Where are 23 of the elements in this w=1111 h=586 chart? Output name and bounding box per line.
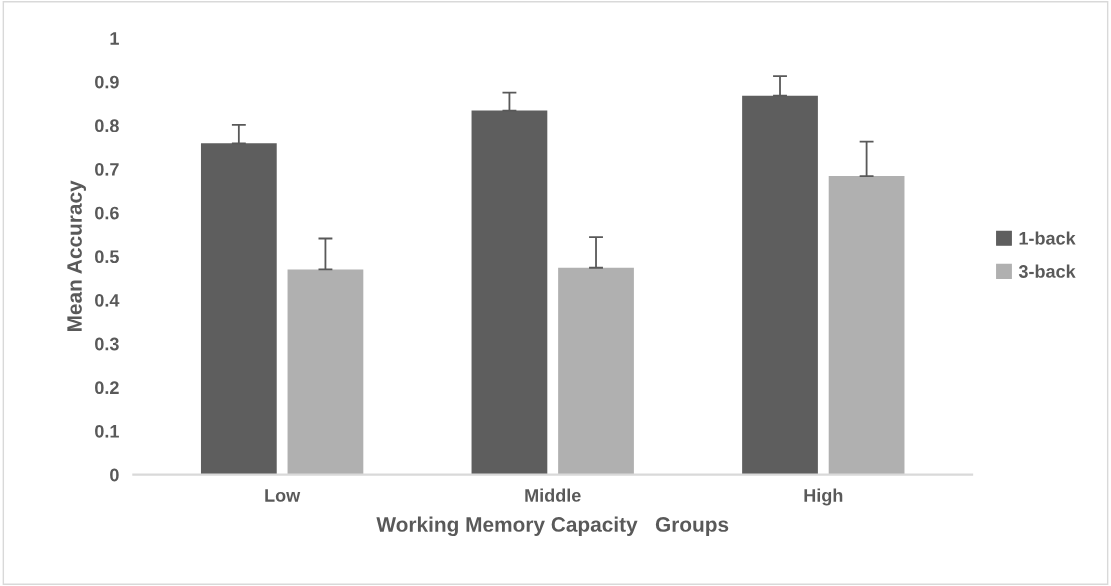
y-tick-label: 0.9	[95, 75, 119, 89]
y-tick-label: 0	[110, 468, 119, 482]
y-tick-label: 1	[110, 32, 119, 45]
y-tick-label: 0.5	[95, 250, 119, 264]
bar	[742, 95, 818, 475]
y-tick-label: 0.1	[95, 424, 119, 438]
y-tick-label: 0.8	[95, 119, 119, 133]
y-tick-label: 0.4	[95, 293, 120, 307]
legend-label: 1-back	[1019, 231, 1076, 245]
y-axis-title: Mean Accuracy	[67, 180, 86, 332]
x-tick-label: High	[804, 488, 843, 506]
x-axis-title: Working Memory Capacity Groups	[376, 516, 729, 537]
bar	[558, 267, 634, 475]
y-tick-label: 0.3	[95, 337, 119, 351]
y-tick-label: 0.2	[95, 381, 119, 395]
x-tick-label: Middle	[525, 488, 581, 502]
x-tick-label: Low	[265, 489, 301, 502]
y-tick-label: 0.6	[95, 206, 119, 220]
bar	[200, 143, 277, 475]
bar	[287, 269, 364, 475]
bar	[828, 176, 905, 475]
legend-label: 3-back	[1018, 264, 1076, 278]
y-tick-label: 0.7	[95, 163, 119, 176]
